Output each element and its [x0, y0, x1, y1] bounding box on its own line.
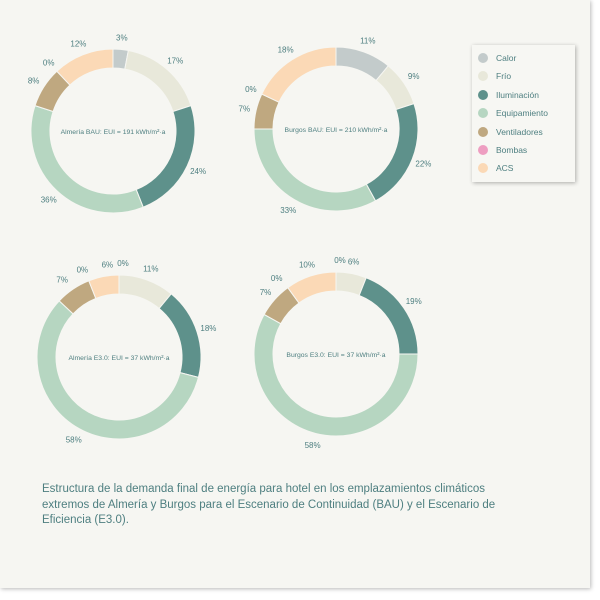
legend-item-calor: Calor: [478, 51, 516, 65]
data-label-acs: 12%: [70, 40, 86, 49]
data-label-iluminacion: 19%: [406, 297, 422, 306]
slice-equipamiento: [253, 128, 377, 212]
legend-label: Equipamiento: [496, 108, 548, 119]
data-label-ventiladores: 7%: [260, 288, 272, 297]
slice-equipamiento: [253, 313, 419, 437]
chart-title: Almería E3.0: EUI = 37 kWh/m²·a: [68, 355, 169, 362]
donut-chart-4: 0% 6%19%58%7%0%10%Burgos E3.0: EUI = 37 k…: [253, 256, 422, 450]
slice-acs: [287, 271, 337, 304]
data-label-calor: 0%: [334, 256, 346, 265]
data-label-equipamiento: 33%: [280, 206, 296, 215]
legend-label: Bombas: [496, 145, 528, 155]
legend-swatch: [478, 145, 488, 155]
data-label-ventiladores: 7%: [239, 105, 251, 114]
data-label-equipamiento: 58%: [66, 435, 82, 444]
legend-swatch: [478, 126, 488, 137]
chart-title: Burgos E3.0: EUI = 37 kWh/m²·a: [286, 352, 385, 359]
legend-swatch: [478, 71, 488, 82]
legend-item-iluminacion: Iluminación: [478, 88, 539, 102]
data-label-calor: 0%: [117, 259, 129, 268]
data-label-acs: 6%: [102, 261, 114, 270]
donut-chart-3: 0%11%18%58%7%0%6%Almería E3.0: EUI = 37 …: [36, 259, 216, 444]
legend-label: Ventiladores: [496, 126, 543, 137]
legend-item-acs: ACS: [478, 161, 513, 175]
data-label-equipamiento: 58%: [305, 441, 321, 450]
chart-title: Almería BAU: EUI = 191 kWh/m²·a: [61, 129, 166, 136]
data-label-calor: 11%: [360, 37, 375, 46]
data-label-frio: 6%: [348, 258, 360, 267]
slice-iluminacion: [365, 103, 419, 202]
legend-swatch: [478, 53, 488, 63]
legend-label: Iluminación: [496, 89, 539, 100]
slice-acs: [88, 274, 120, 300]
donut-chart-2: 11% 9% 22% 33% 7% 0% 18% Burgos BAU: EUI = 210 …: [239, 37, 432, 215]
legend: Calor Frío Iluminación Equipamiento Ventilad…: [472, 45, 575, 182]
legend-label: Calor: [496, 53, 517, 63]
chart-title: Burgos BAU: EUI = 210 kWh/m²·a: [285, 127, 388, 134]
legend-item-equipamiento: Equipamiento: [478, 106, 548, 120]
data-label-iluminacion: 22%: [415, 160, 431, 169]
legend-swatch: [478, 108, 488, 119]
data-label-bombas: 0%: [43, 59, 55, 68]
slice-iluminacion: [135, 105, 196, 208]
legend-label: Frío: [496, 71, 512, 82]
data-label-ventiladores: 8%: [28, 77, 40, 86]
slice-acs: [261, 46, 337, 103]
legend-item-ventiladores: Ventiladores: [478, 125, 543, 139]
legend-swatch: [478, 163, 488, 174]
data-label-bombas: 0%: [77, 266, 89, 275]
data-label-ventiladores: 7%: [56, 275, 68, 284]
legend-swatch: [478, 89, 488, 100]
legend-item-bombas: Bombas: [478, 143, 527, 157]
slice-equipamiento: [36, 300, 200, 440]
figure-caption: Estructura de la demanda final de energí…: [42, 483, 496, 526]
data-label-iluminacion: 18%: [200, 324, 216, 333]
legend-item-frio: Frío: [478, 69, 511, 83]
legend-label: ACS: [496, 163, 514, 174]
data-label-calor: 3%: [116, 33, 128, 42]
slice-iluminacion: [158, 293, 202, 379]
data-label-bombas: 0%: [245, 85, 257, 94]
data-label-equipamiento: 36%: [41, 196, 57, 205]
donut-chart-1: 3% 17% 24% 36% 8%0% 12% Almería BAU: EUI = 191…: [28, 33, 206, 214]
data-label-acs: 10%: [299, 261, 315, 270]
data-label-frio: 11%: [143, 265, 158, 274]
slice-iluminacion: [358, 277, 419, 355]
data-label-frio: 17%: [167, 57, 183, 66]
slice-acs: [56, 48, 114, 86]
data-label-frio: 9%: [408, 72, 420, 81]
data-label-iluminacion: 24%: [190, 167, 206, 176]
data-label-bombas: 0%: [271, 274, 283, 283]
data-label-acs: 18%: [278, 46, 294, 55]
